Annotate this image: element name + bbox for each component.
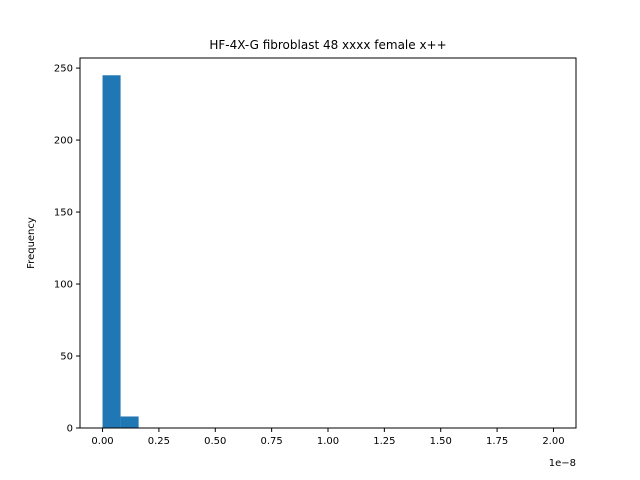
y-tick-label-5: 250 (54, 64, 73, 75)
x-tick-label-5: 1.25 (373, 436, 395, 447)
x-tick-label-6: 1.50 (430, 436, 452, 447)
x-tick-label-3: 0.75 (261, 436, 283, 447)
bars-group (102, 75, 139, 428)
y-tick-label-4: 200 (54, 136, 73, 147)
x-tick-label-2: 0.50 (204, 436, 226, 447)
x-tick-label-8: 2.00 (542, 436, 564, 447)
chart-title: HF-4X-G fibroblast 48 xxxx female x++ (209, 38, 446, 52)
plot-frame (79, 57, 577, 429)
histogram-bar-0 (102, 75, 121, 428)
x-tick-label-1: 0.25 (148, 436, 170, 447)
x-tick-label-7: 1.75 (486, 436, 508, 447)
x-tick-label-4: 1.00 (317, 436, 339, 447)
x-offset-label: 1e−8 (549, 458, 576, 469)
x-tick-label-0: 0.00 (91, 436, 113, 447)
y-axis-label: Frequency (26, 217, 37, 269)
y-tick-label-3: 150 (54, 208, 73, 219)
x-ticks-group: 0.00 0.25 0.50 0.75 1.00 1.25 1.50 1.75 2.00 (91, 428, 565, 447)
y-tick-label-1: 50 (60, 352, 73, 363)
y-ticks-group: 0 50 100 150 200 250 (54, 64, 80, 435)
histogram-bar-1 (120, 416, 139, 428)
y-tick-label-0: 0 (67, 424, 73, 435)
y-tick-label-2: 100 (54, 280, 73, 291)
